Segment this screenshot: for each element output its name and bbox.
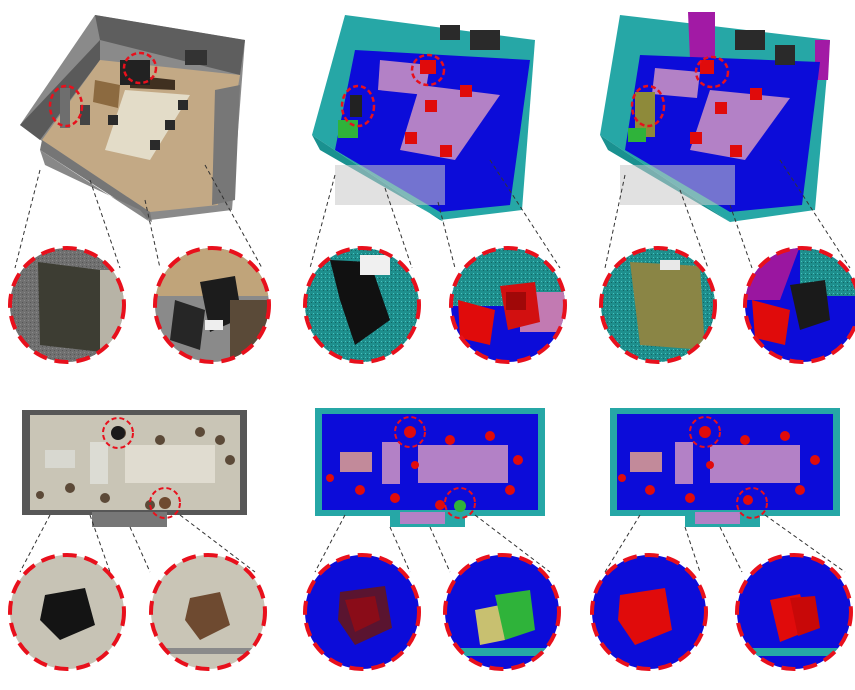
zoom-ring-2 [153, 246, 271, 364]
scene-semantic-b-perspective [600, 12, 830, 225]
scene-rgb-perspective [20, 15, 245, 222]
leader-lines-row2 [19, 514, 846, 573]
zoom-semantic-b-top-chair-2 [737, 555, 851, 669]
zoom-semantic-b-top-chair [592, 555, 706, 669]
scene-semantic-b-top [610, 408, 840, 527]
zoom-ring-10 [443, 553, 561, 671]
zoom-rgb-wall-panel [10, 248, 124, 362]
zoom-rgb-top-chair-brown [151, 555, 265, 669]
zoom-ring-4 [449, 246, 567, 364]
scene-rgb-top [22, 410, 247, 527]
zoom-ring-3 [303, 246, 421, 364]
zoom-ring-8 [149, 553, 267, 671]
zoom-ring-12 [735, 553, 853, 671]
scene-semantic-a-top [315, 408, 545, 527]
zoom-ring-7 [8, 553, 126, 671]
zoom-semantic-a-top-chair [305, 555, 419, 669]
zoom-semantic-a-panel [305, 248, 419, 362]
zoom-ring-1 [8, 246, 126, 364]
zoom-semantic-a-chair [451, 248, 565, 362]
scene-semantic-a-perspective [312, 15, 535, 222]
zoom-semantic-b-panel [601, 248, 715, 362]
zoom-ring-9 [303, 553, 421, 671]
zoom-rgb-top-chair-dark [10, 555, 124, 669]
zoom-ring-5 [599, 246, 717, 364]
leader-lines-row1 [14, 159, 851, 269]
zoom-ring-11 [590, 553, 708, 671]
zoom-ring-6 [743, 246, 855, 364]
zoom-rgb-chair [155, 248, 269, 362]
zoom-semantic-a-top-mixed [445, 555, 559, 669]
